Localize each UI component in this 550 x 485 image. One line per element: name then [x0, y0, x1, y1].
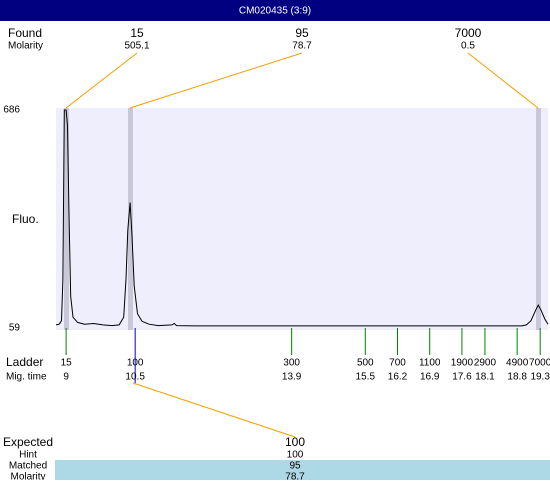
ladder-size: 7000 — [529, 358, 550, 369]
ladder-time: 17.6 — [452, 372, 472, 383]
found-label: Found — [8, 26, 42, 40]
expected-connector — [132, 382, 296, 438]
expected-row-label: Hint — [19, 450, 37, 461]
found-molarity: 0.5 — [461, 41, 475, 52]
peak-band — [536, 108, 541, 330]
title: CM020435 (3:9) — [239, 6, 311, 17]
ladder-time: 16.9 — [420, 372, 440, 383]
peak-band — [128, 108, 133, 330]
found-size: 15 — [130, 26, 144, 40]
expected-row-label: Molarity — [10, 472, 45, 480]
ladder-size: 1900 — [451, 358, 474, 369]
ladder-time: 16.2 — [388, 372, 408, 383]
ladder-size: 4900 — [506, 358, 529, 369]
peak-band — [64, 108, 69, 330]
found-sublabel: Molarity — [8, 41, 43, 52]
expected-label: Expected — [3, 435, 53, 449]
matched-highlight — [55, 460, 550, 480]
ladder-size: 15 — [61, 358, 73, 369]
found-connector — [129, 52, 303, 109]
expected-row-label: Matched — [9, 461, 47, 472]
expected-row-value: 100 — [287, 450, 304, 461]
ladder-label: Ladder — [6, 355, 43, 369]
ladder-time: 18.8 — [507, 372, 527, 383]
expected-row-value: 95 — [289, 461, 301, 472]
ladder-time: 9 — [63, 372, 69, 383]
ladder-time: 13.9 — [282, 372, 302, 383]
found-connector — [467, 52, 539, 109]
ladder-size: 700 — [389, 358, 406, 369]
found-connector — [65, 52, 138, 109]
y-axis-label: Fluo. — [12, 212, 39, 226]
expected-value: 100 — [285, 435, 305, 449]
ladder-size: 500 — [357, 358, 374, 369]
found-size: 7000 — [455, 26, 482, 40]
ladder-sublabel: Mig. time — [6, 372, 47, 383]
ladder-size: 300 — [283, 358, 300, 369]
found-molarity: 78.7 — [292, 41, 312, 52]
ladder-size: 2900 — [474, 358, 497, 369]
ladder-time: 18.1 — [475, 372, 495, 383]
ladder-time: 15.5 — [356, 372, 376, 383]
plot-area — [56, 108, 548, 330]
expected-row-value: 78.7 — [285, 472, 305, 480]
ladder-time: 10.5 — [125, 372, 145, 383]
y-tick-label: 59 — [9, 323, 21, 334]
y-tick-label: 686 — [3, 105, 20, 116]
title-bar — [0, 0, 550, 21]
found-molarity: 505.1 — [124, 41, 149, 52]
trace — [55, 109, 549, 327]
ladder-time: 19.3 — [530, 372, 550, 383]
ladder-size: 1100 — [419, 358, 441, 369]
found-size: 95 — [295, 26, 309, 40]
ladder-size: 100 — [127, 358, 144, 369]
